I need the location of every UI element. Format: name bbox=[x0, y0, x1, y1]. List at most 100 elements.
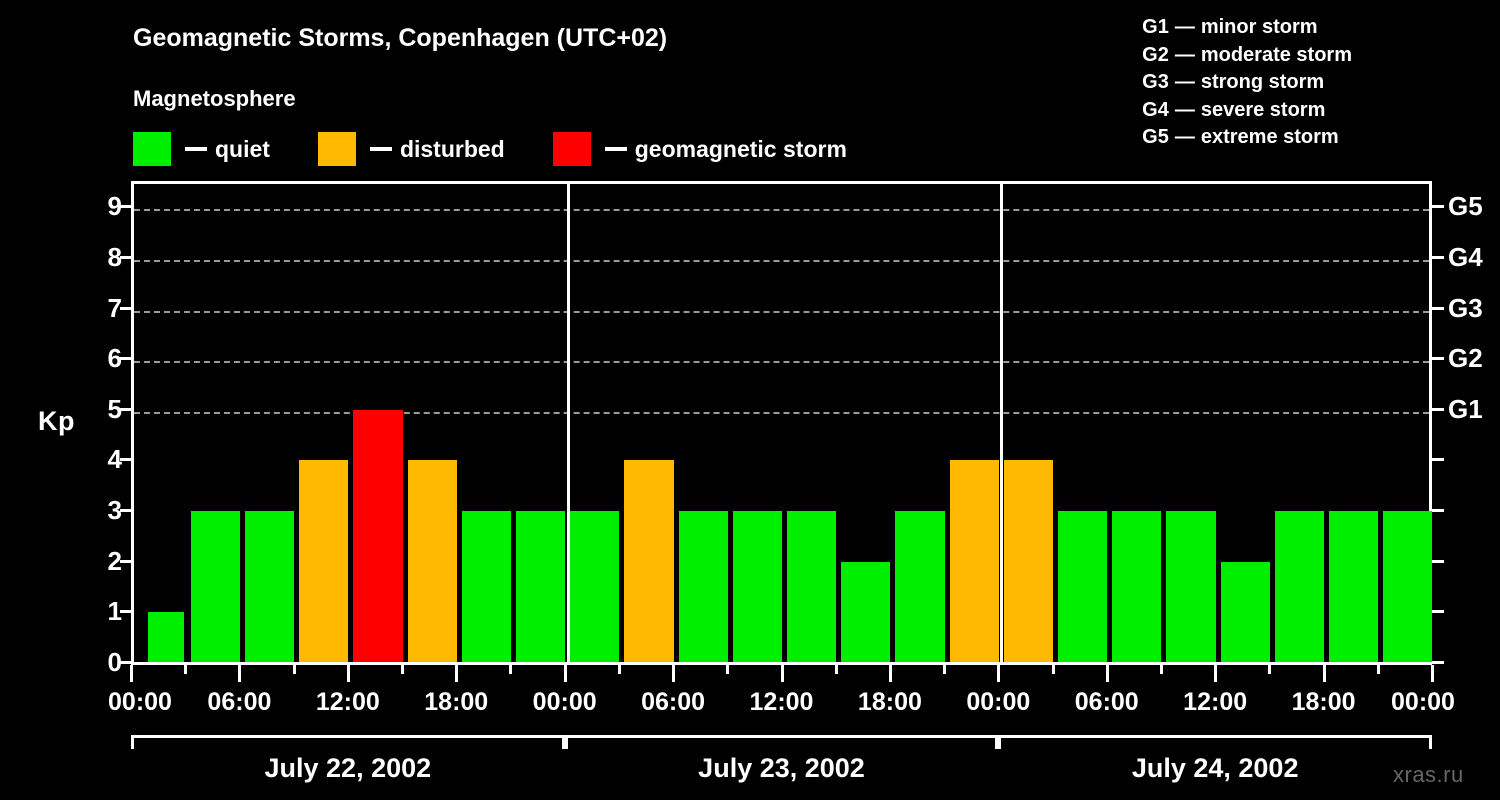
x-tick-hour-6 bbox=[238, 665, 242, 682]
bar-kp[interactable] bbox=[624, 460, 674, 663]
y-tick-label-8: 8 bbox=[107, 241, 122, 272]
day-divider bbox=[1000, 181, 1004, 663]
bar-kp[interactable] bbox=[1383, 511, 1433, 663]
y-tick-4 bbox=[120, 458, 131, 462]
g-axis-labels: G1 G2 G3 G4 G5 bbox=[1448, 181, 1500, 663]
bar-kp[interactable] bbox=[515, 511, 566, 663]
legend-dash-icon bbox=[604, 147, 627, 151]
g-legend-row-g3: G3— strong storm bbox=[1142, 69, 1352, 97]
g-legend-dash: — bbox=[1174, 71, 1195, 93]
plot-area bbox=[131, 181, 1433, 663]
bar-kp[interactable] bbox=[949, 460, 999, 663]
bar-kp[interactable] bbox=[1274, 511, 1325, 663]
g-legend-code: G5 bbox=[1142, 126, 1169, 148]
quiet-legend-swatch bbox=[133, 132, 171, 166]
g-legend-text: severe storm bbox=[1200, 98, 1326, 121]
y-axis-title: Kp bbox=[38, 406, 75, 436]
bar-kp[interactable] bbox=[678, 511, 728, 663]
x-tick-hour-24 bbox=[563, 665, 567, 682]
bar-kp[interactable] bbox=[732, 511, 782, 663]
bar-kp[interactable] bbox=[1058, 511, 1108, 663]
g-axis-label-g5: G5 bbox=[1448, 191, 1483, 222]
g-axis-tick-g1 bbox=[1432, 407, 1444, 411]
g-legend-dash: — bbox=[1174, 126, 1195, 148]
x-tick-hour-36 bbox=[780, 665, 784, 682]
storm-legend-label: geomagnetic storm bbox=[634, 135, 847, 162]
y-tick-label-3: 3 bbox=[107, 495, 122, 526]
y-axis-labels: 0 1 2 3 4 5 6 7 8 9 bbox=[48, 181, 122, 675]
g-scale-legend: G1— minor storm G2— moderate storm G3— strong… bbox=[1142, 14, 1352, 152]
storm-legend: geomagnetic storm bbox=[552, 132, 847, 166]
g-axis-label-g4: G4 bbox=[1448, 241, 1483, 272]
y-tick-1 bbox=[120, 610, 131, 614]
chart-subtitle: Magnetosphere bbox=[133, 86, 296, 111]
day-divider bbox=[566, 181, 570, 663]
bar-kp[interactable] bbox=[1166, 511, 1216, 663]
bar-kp[interactable] bbox=[244, 511, 295, 663]
x-tick-hour-33 bbox=[726, 665, 730, 674]
legend-dash-icon bbox=[369, 147, 392, 151]
g-legend-row-g5: G5— extreme storm bbox=[1142, 124, 1352, 152]
y-tick-5 bbox=[120, 407, 131, 411]
y-tick-label-5: 5 bbox=[107, 393, 122, 424]
g-axis-minor-tick-0 bbox=[1432, 661, 1444, 664]
y-tick-0 bbox=[120, 661, 131, 664]
gridline-kp-8 bbox=[134, 259, 1429, 262]
g-legend-row-g1: G1— minor storm bbox=[1142, 14, 1352, 42]
bar-kp[interactable] bbox=[407, 460, 457, 663]
quiet-legend: quiet bbox=[133, 132, 270, 166]
bar-kp[interactable] bbox=[1112, 511, 1162, 663]
date-band: July 22, 2002 July 23, 2002 July 24, 2002 bbox=[0, 735, 1500, 800]
bar-kp[interactable] bbox=[841, 561, 891, 663]
g-legend-text: moderate storm bbox=[1200, 43, 1352, 66]
bar-kp[interactable] bbox=[299, 460, 349, 663]
watermark: xras.ru bbox=[1393, 762, 1464, 787]
x-tick-label: 00:00 bbox=[1391, 688, 1455, 716]
x-tick-hour-15 bbox=[401, 665, 405, 674]
bar-kp[interactable] bbox=[895, 511, 945, 663]
bar-kp[interactable] bbox=[1220, 561, 1270, 663]
x-tick-hour-45 bbox=[943, 665, 947, 674]
x-tick-label: 00:00 bbox=[108, 688, 172, 716]
gridline-kp-5 bbox=[134, 411, 1429, 414]
gridline-kp-7 bbox=[134, 310, 1429, 313]
x-tick-label: 06:00 bbox=[207, 688, 272, 716]
bar-kp[interactable] bbox=[787, 511, 837, 663]
date-bracket bbox=[131, 735, 565, 749]
x-tick-hour-0 bbox=[130, 665, 133, 682]
x-tick-label: 18:00 bbox=[1291, 688, 1356, 716]
g-legend-text: strong storm bbox=[1200, 71, 1325, 93]
date-label: July 24, 2002 bbox=[1131, 753, 1299, 783]
y-tick-6 bbox=[120, 357, 131, 361]
x-tick-hour-27 bbox=[617, 665, 621, 674]
bar-kp[interactable] bbox=[353, 409, 403, 663]
bar-kp[interactable] bbox=[570, 511, 620, 663]
bar-kp[interactable] bbox=[190, 511, 240, 663]
g-legend-dash: — bbox=[1174, 43, 1195, 66]
y-tick-label-9: 9 bbox=[107, 191, 122, 222]
bar-kp[interactable] bbox=[148, 612, 185, 663]
bar-kp[interactable] bbox=[1003, 460, 1054, 663]
color-legend: quiet disturbed geomagnetic storm bbox=[133, 132, 847, 166]
g-legend-text: extreme storm bbox=[1200, 126, 1339, 148]
g-legend-code: G1 bbox=[1142, 16, 1169, 38]
g-axis-tick-g3 bbox=[1432, 306, 1444, 310]
bar-kp[interactable] bbox=[1329, 511, 1379, 663]
g-axis-minor-tick-1 bbox=[1432, 610, 1444, 614]
y-tick-label-4: 4 bbox=[107, 444, 122, 475]
y-tick-2 bbox=[120, 559, 131, 563]
x-tick-hour-63 bbox=[1268, 665, 1272, 674]
g-axis-minor-tick-4 bbox=[1432, 458, 1444, 462]
y-tick-label-7: 7 bbox=[107, 292, 122, 323]
x-tick-label: 12:00 bbox=[1183, 688, 1248, 716]
bar-kp[interactable] bbox=[461, 511, 511, 663]
g-axis-tick-g5 bbox=[1432, 205, 1444, 209]
x-tick-hour-12 bbox=[346, 665, 350, 682]
x-tick-hour-72 bbox=[1431, 665, 1434, 682]
g-axis-minor-tick-2 bbox=[1432, 559, 1444, 563]
x-tick-hour-54 bbox=[1105, 665, 1109, 682]
x-tick-hour-3 bbox=[184, 665, 188, 674]
x-tick-label: 06:00 bbox=[1074, 688, 1139, 716]
x-tick-label: 00:00 bbox=[966, 688, 1031, 716]
y-tick-8 bbox=[120, 255, 131, 259]
